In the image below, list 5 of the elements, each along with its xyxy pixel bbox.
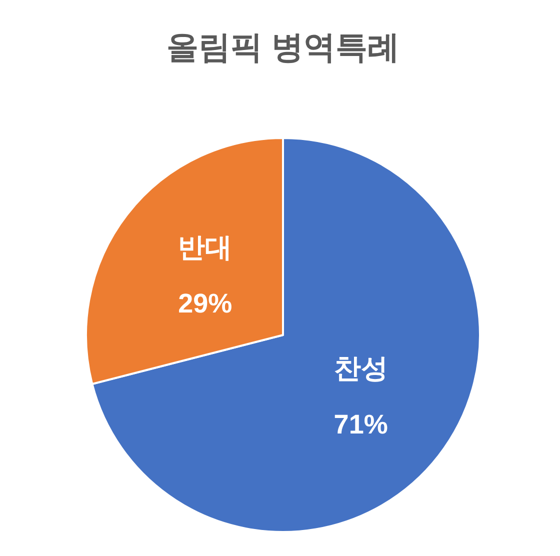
- data-label: 29%: [178, 288, 232, 319]
- slice-label: 찬성: [334, 353, 388, 384]
- data-label: 71%: [334, 409, 388, 440]
- slice-label: 반대: [178, 232, 232, 263]
- chart-title: 올림픽 병역특례: [166, 29, 400, 65]
